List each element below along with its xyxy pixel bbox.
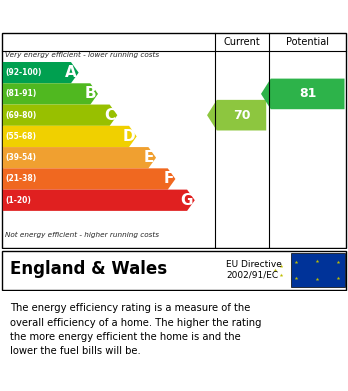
Polygon shape — [261, 79, 345, 109]
Text: A: A — [65, 65, 77, 80]
Text: EU Directive
2002/91/EC: EU Directive 2002/91/EC — [226, 260, 282, 279]
Text: The energy efficiency rating is a measure of the
overall efficiency of a home. T: The energy efficiency rating is a measur… — [10, 303, 262, 357]
Text: Not energy efficient - higher running costs: Not energy efficient - higher running co… — [5, 232, 159, 238]
Text: Energy Efficiency Rating: Energy Efficiency Rating — [10, 9, 232, 23]
Text: (81-91): (81-91) — [5, 90, 37, 99]
Polygon shape — [3, 83, 98, 104]
Polygon shape — [3, 104, 117, 126]
Text: (21-38): (21-38) — [5, 174, 37, 183]
Text: Current: Current — [224, 37, 260, 47]
Bar — [291, 253, 345, 287]
Text: Very energy efficient - lower running costs: Very energy efficient - lower running co… — [5, 52, 159, 58]
Text: (1-20): (1-20) — [5, 196, 31, 205]
Text: (39-54): (39-54) — [5, 153, 36, 162]
Text: E: E — [144, 150, 154, 165]
Text: (92-100): (92-100) — [5, 68, 42, 77]
Text: (69-80): (69-80) — [5, 111, 37, 120]
Text: (55-68): (55-68) — [5, 132, 36, 141]
Polygon shape — [3, 62, 79, 83]
Text: England & Wales: England & Wales — [10, 260, 168, 278]
Polygon shape — [3, 126, 137, 147]
Polygon shape — [3, 169, 175, 190]
Polygon shape — [3, 190, 195, 211]
Polygon shape — [3, 147, 156, 169]
Text: Potential: Potential — [286, 37, 329, 47]
Text: B: B — [85, 86, 96, 101]
Polygon shape — [207, 100, 266, 131]
Text: 81: 81 — [299, 88, 316, 100]
Text: F: F — [163, 172, 174, 187]
Text: C: C — [104, 108, 116, 123]
Text: G: G — [181, 193, 193, 208]
Text: D: D — [122, 129, 135, 144]
Text: 70: 70 — [233, 109, 250, 122]
